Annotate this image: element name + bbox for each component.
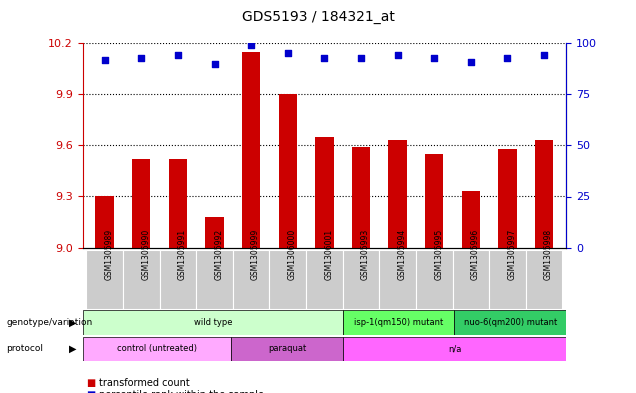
Bar (132, 159, 151, 248)
Bar (123, 250, 160, 309)
Point (173, 52, 183, 59)
Bar (232, 337, 343, 361)
Text: genotype/variation: genotype/variation (6, 318, 93, 327)
Text: GSM1305989: GSM1305989 (105, 229, 114, 280)
Text: GSM1305998: GSM1305998 (544, 229, 553, 280)
Bar (95, 196, 114, 248)
Bar (205, 217, 224, 248)
Bar (343, 310, 455, 335)
Text: GSM1306000: GSM1306000 (287, 229, 297, 280)
Bar (83, 310, 343, 335)
Text: transformed count: transformed count (99, 378, 190, 388)
Bar (455, 310, 566, 335)
Bar (462, 191, 480, 248)
Bar (169, 159, 187, 248)
Text: GSM1305996: GSM1305996 (471, 229, 480, 280)
Bar (526, 250, 562, 309)
Bar (343, 337, 566, 361)
Text: n/a: n/a (448, 345, 461, 353)
Text: paraquat: paraquat (268, 345, 307, 353)
Point (429, 54, 439, 61)
Bar (315, 137, 333, 248)
Bar (160, 250, 196, 309)
Text: ▶: ▶ (69, 344, 76, 354)
Bar (242, 52, 260, 248)
Point (539, 52, 549, 59)
Point (466, 59, 476, 65)
Bar (425, 154, 443, 248)
Bar (389, 140, 407, 248)
Point (319, 54, 329, 61)
Point (136, 54, 146, 61)
Bar (379, 250, 416, 309)
Point (246, 42, 256, 48)
Text: GSM1305994: GSM1305994 (398, 229, 406, 280)
Bar (453, 250, 489, 309)
Bar (196, 250, 233, 309)
Bar (270, 250, 306, 309)
Text: GSM1305997: GSM1305997 (508, 229, 516, 280)
Bar (498, 149, 516, 248)
Bar (279, 94, 297, 248)
Point (100, 57, 110, 63)
Bar (86, 250, 123, 309)
Bar (306, 250, 343, 309)
Text: GDS5193 / 184321_at: GDS5193 / 184321_at (242, 10, 394, 24)
Bar (233, 250, 270, 309)
Point (502, 54, 513, 61)
Text: GSM1305999: GSM1305999 (251, 229, 260, 280)
Text: GSM1305990: GSM1305990 (141, 229, 150, 280)
Point (356, 54, 366, 61)
Bar (535, 140, 553, 248)
Bar (83, 337, 232, 361)
Text: protocol: protocol (6, 345, 43, 353)
Point (209, 61, 219, 67)
Text: wild type: wild type (193, 318, 232, 327)
Text: GSM1305991: GSM1305991 (178, 229, 187, 280)
Text: control (untreated): control (untreated) (117, 345, 197, 353)
Text: isp-1(qm150) mutant: isp-1(qm150) mutant (354, 318, 443, 327)
Bar (343, 250, 379, 309)
Bar (352, 147, 370, 248)
Bar (489, 250, 526, 309)
Text: ▶: ▶ (69, 318, 76, 328)
Text: GSM1305992: GSM1305992 (214, 229, 223, 280)
Point (392, 52, 403, 59)
Text: GSM1305993: GSM1305993 (361, 229, 370, 280)
Text: nuo-6(qm200) mutant: nuo-6(qm200) mutant (464, 318, 557, 327)
Text: GSM1305995: GSM1305995 (434, 229, 443, 280)
Point (282, 50, 293, 57)
Text: GSM1306001: GSM1306001 (324, 229, 333, 280)
Text: ■: ■ (86, 378, 95, 388)
Text: percentile rank within the sample: percentile rank within the sample (99, 389, 263, 393)
Bar (416, 250, 453, 309)
Text: ■: ■ (86, 389, 95, 393)
